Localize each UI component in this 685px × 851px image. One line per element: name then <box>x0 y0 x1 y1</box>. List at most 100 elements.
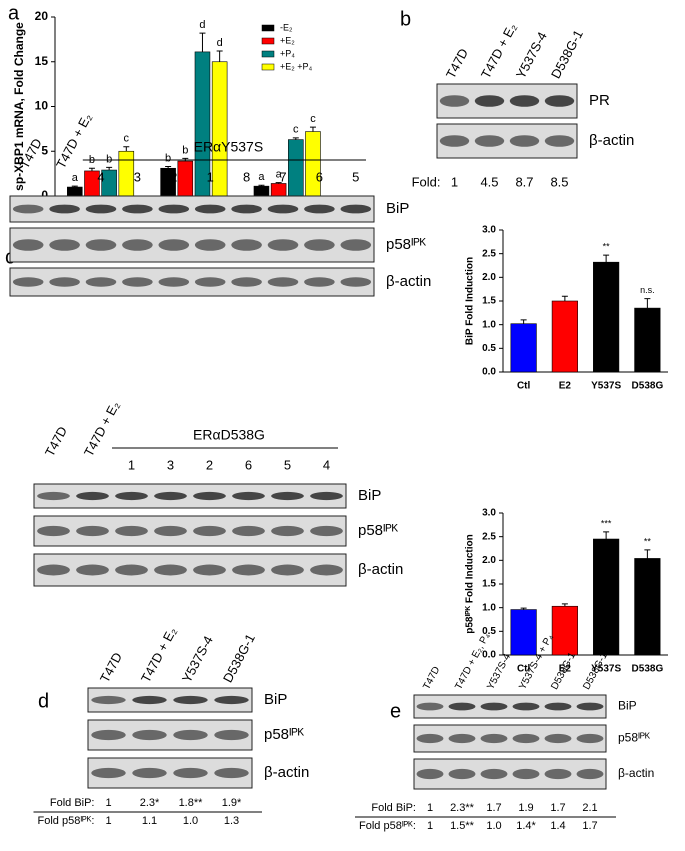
error-bar <box>561 603 568 607</box>
blot-band <box>76 491 109 501</box>
lane-label: T47D <box>421 665 442 692</box>
blot-panel <box>413 758 607 790</box>
blot-band <box>231 204 262 214</box>
legend-label: +E₂ +P₄ <box>280 61 313 71</box>
lane-label: T47D <box>443 46 471 81</box>
blot-band <box>231 239 262 251</box>
blot-band <box>122 204 153 214</box>
error-bar <box>165 165 172 169</box>
fold-value: 2.3** <box>450 802 475 814</box>
blot-band <box>91 729 126 741</box>
blot-band <box>173 729 208 741</box>
blot-band <box>12 239 44 251</box>
blot-band <box>304 277 335 287</box>
x-tick-label: Ctl <box>517 381 531 392</box>
fold-label: Fold p58ᴵᴾᴷ: <box>38 815 95 827</box>
blot-band <box>37 564 70 576</box>
clone-label: 2 <box>170 169 177 184</box>
blot-band <box>132 729 167 741</box>
blot-band <box>85 277 117 287</box>
x-tick-label: E2 <box>559 381 572 392</box>
blot-band <box>85 239 117 251</box>
clone-label: 1 <box>207 169 214 184</box>
bar <box>118 150 135 197</box>
blot-band <box>480 702 508 711</box>
row-label: β-actin <box>589 132 634 149</box>
fold-value: 1.0 <box>183 815 198 827</box>
blot-band <box>49 277 80 287</box>
blot-band <box>304 204 335 214</box>
blot-band <box>310 491 343 501</box>
blot-band <box>304 239 335 251</box>
blot-band <box>509 135 540 147</box>
fold-value: 1.0 <box>486 820 501 832</box>
error-bar <box>603 531 610 540</box>
clone-label: 6 <box>245 457 252 472</box>
fold-value: 1 <box>105 815 111 827</box>
bar <box>253 185 270 197</box>
blot-band <box>214 767 249 779</box>
lane-label: T47D + E₂ <box>81 399 123 459</box>
clone-label: 7 <box>279 169 286 184</box>
row-label: BiP <box>386 200 409 217</box>
clone-label: 3 <box>167 457 174 472</box>
blot-band <box>76 564 109 576</box>
y-tick-label: 2.5 <box>482 531 496 542</box>
blot-band <box>576 702 604 711</box>
y-tick-label: 1.0 <box>482 319 496 330</box>
panel-letter: e <box>390 700 401 722</box>
lane-label: D538G-1 <box>220 631 258 685</box>
blot-band <box>194 277 226 287</box>
blot-band <box>122 239 153 251</box>
panel-letter: b <box>400 8 411 30</box>
blot-band <box>544 135 575 147</box>
fold-label: Fold p58ᴵᴾᴷ: <box>359 820 416 832</box>
fold-value: 8.7 <box>515 174 533 189</box>
blot-band <box>12 277 44 287</box>
bar <box>510 609 537 656</box>
row-label: BiP <box>264 691 287 708</box>
legend-swatch <box>261 50 275 58</box>
blot-band <box>544 733 572 744</box>
lane-label: Y537S-4 <box>179 633 216 685</box>
legend-swatch <box>261 24 275 32</box>
blot-band <box>158 277 190 287</box>
y-tick-label: 3.0 <box>482 225 496 236</box>
clone-label: 1 <box>128 457 135 472</box>
fold-value: 1.7 <box>582 820 597 832</box>
bar <box>67 186 83 197</box>
fold-value: 1.8** <box>179 797 204 809</box>
y-tick-label: 3.0 <box>482 508 496 519</box>
bar <box>177 160 194 197</box>
blot-band <box>193 491 226 501</box>
x-tick-label: D538G <box>632 381 664 392</box>
error-bar <box>644 549 651 559</box>
significance-label: c <box>293 124 299 136</box>
error-bar <box>216 50 223 62</box>
blot-band <box>37 491 70 501</box>
bar <box>593 538 620 656</box>
row-label: β-actin <box>618 766 654 780</box>
fold-value: 4.5 <box>480 174 498 189</box>
blot-band <box>193 564 226 576</box>
blot-band <box>576 768 604 780</box>
blot-band <box>194 239 226 251</box>
clone-label: 8 <box>243 169 250 184</box>
blot-band <box>49 204 80 214</box>
blot-band <box>193 525 226 537</box>
y-tick-label: 1.0 <box>482 602 496 613</box>
blot-band <box>154 525 187 537</box>
fold-label: Fold: <box>412 174 441 189</box>
blot-band <box>544 95 575 107</box>
clone-label: 5 <box>352 169 359 184</box>
y-axis-title: BiP Fold Induction <box>465 257 476 345</box>
y-tick-label: 0.0 <box>482 367 496 378</box>
bar <box>634 307 661 373</box>
blot-band <box>340 239 372 251</box>
y-tick-label: 2.0 <box>482 272 496 283</box>
significance-label: ** <box>603 241 611 251</box>
blot-band <box>154 491 187 501</box>
blot-band <box>271 525 304 537</box>
bar <box>211 61 228 197</box>
blot-band <box>115 525 148 537</box>
